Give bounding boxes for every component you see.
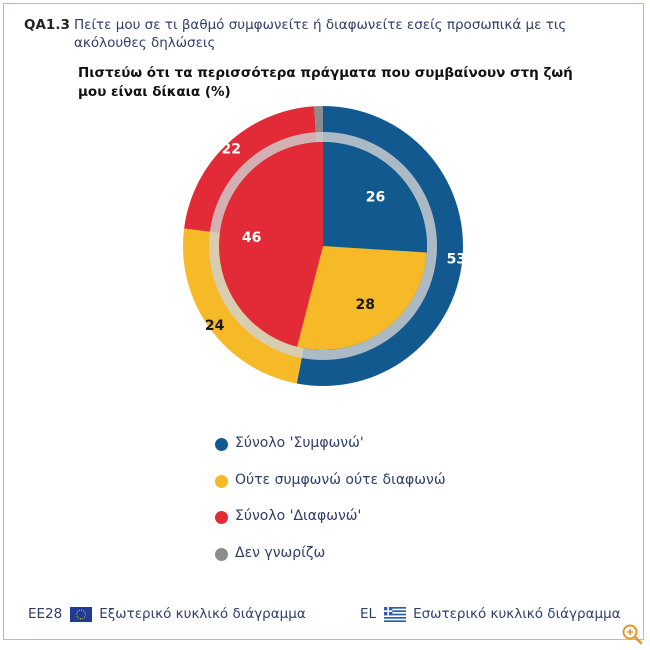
greek-flag-icon bbox=[384, 606, 407, 622]
inner-label-disagree: 46 bbox=[242, 230, 261, 246]
inner-slice-disagree bbox=[219, 142, 323, 347]
inner-slice-agree bbox=[323, 142, 427, 253]
legend-item-agree: Σύνολο 'Συμφωνώ' bbox=[215, 435, 446, 472]
question-code: QA1.3 bbox=[24, 17, 70, 33]
chart-frame bbox=[3, 3, 644, 640]
footer-right-label: Εσωτερικό κυκλικό διάγραμμα bbox=[413, 606, 621, 622]
legend-swatch-agree bbox=[215, 438, 228, 451]
footer-right-code: EL bbox=[360, 606, 377, 622]
footer-left-label: Εξωτερικό κυκλικό διάγραμμα bbox=[99, 606, 306, 622]
outer-label-agree: 53 bbox=[447, 252, 466, 268]
data-labels: 53 24 22 26 28 46 bbox=[205, 141, 466, 333]
inner-slice-neutral bbox=[297, 246, 427, 350]
legend-swatch-neutral bbox=[215, 474, 228, 488]
footer-right: EL Εσωτερικό κυκλικό διάγραμμα bbox=[360, 606, 621, 622]
legend-item-disagree: Σύνολο 'Διαφωνώ' bbox=[215, 508, 446, 545]
separator-ring bbox=[209, 132, 437, 360]
eu-flag-icon bbox=[70, 606, 93, 622]
inner-pie bbox=[219, 142, 427, 350]
legend-label-dont-know: Δεν γνωρίζω bbox=[235, 544, 326, 561]
outer-label-neutral: 24 bbox=[205, 318, 225, 334]
inner-label-agree: 26 bbox=[366, 190, 385, 206]
inner-label-neutral: 28 bbox=[356, 297, 375, 313]
outer-label-disagree: 22 bbox=[222, 141, 241, 157]
legend-swatch-dont-know bbox=[215, 547, 228, 561]
footer-left-code: EE28 bbox=[28, 606, 63, 622]
legend-item-neutral: Ούτε συμφωνώ ούτε διαφωνώ bbox=[215, 472, 446, 509]
legend-item-dont-know: Δεν γνωρίζω bbox=[215, 545, 446, 582]
legend-label-agree: Σύνολο 'Συμφωνώ' bbox=[235, 435, 364, 451]
legend-label-disagree: Σύνολο 'Διαφωνώ' bbox=[235, 508, 362, 524]
legend-swatch-disagree bbox=[215, 511, 228, 524]
legend-label-neutral: Ούτε συμφωνώ ούτε διαφωνώ bbox=[235, 471, 446, 488]
question-text: Πείτε μου σε τι βαθμό συμφωνείτε ή διαφω… bbox=[74, 17, 567, 51]
zoom-in-icon[interactable] bbox=[620, 622, 644, 646]
chart-title: Πιστεύω ότι τα περισσότερα πράγματα που … bbox=[78, 65, 573, 100]
footer-left: EE28 Εξωτερικό κυκλικό διάγραμμα bbox=[28, 606, 306, 622]
legend: Σύνολο 'Συμφωνώ' Ούτε συμφωνώ ούτε διαφω… bbox=[215, 435, 446, 581]
